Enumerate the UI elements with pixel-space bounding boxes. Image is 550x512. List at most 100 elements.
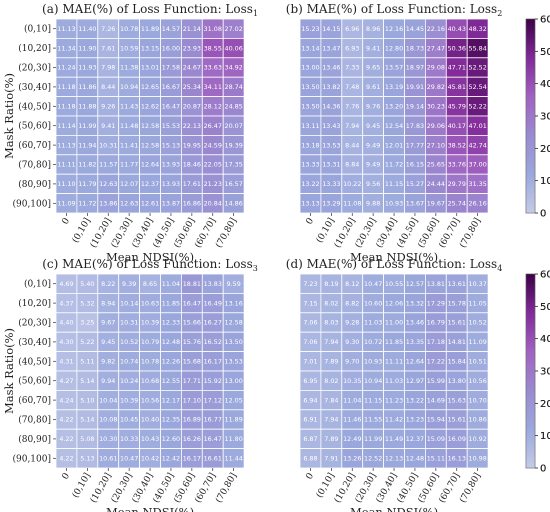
cell-label: 12.05 [225, 396, 243, 404]
cell-label: 13.11 [301, 122, 319, 130]
cell-label: 13.53 [225, 358, 243, 366]
colorbar-tick-label: 40 [540, 334, 550, 345]
cell-label: 4.31 [59, 358, 73, 366]
y-tick-label: (20,30] [18, 318, 51, 329]
cell-label: 15.92 [204, 377, 222, 385]
cell-label: 16.57 [225, 180, 243, 188]
cell-label: 11.90 [78, 44, 96, 52]
colorbar-tick-label: 30 [540, 367, 550, 378]
colorbar-tick-label: 60 [540, 15, 550, 26]
x-axis-label: Mean NDSI(%) [106, 250, 194, 264]
cell-label: 17.71 [183, 377, 201, 385]
colorbar-tick-label: 30 [540, 112, 550, 123]
cell-label: 13.50 [301, 83, 319, 91]
cell-label: 12.13 [385, 455, 403, 463]
cell-label: 9.45 [101, 338, 115, 346]
cell-label: 10.55 [385, 280, 403, 288]
cell-label: 52.22 [469, 103, 487, 111]
cell-label: 34.11 [204, 83, 222, 91]
cell-label: 10.33 [120, 435, 138, 443]
cell-label: 27.02 [225, 25, 243, 33]
cell-label: 11.41 [120, 141, 138, 149]
cell-label: 13.00 [301, 64, 319, 72]
cell-label: 13.93 [162, 180, 180, 188]
cell-label: 4.40 [59, 319, 73, 327]
cell-label: 9.49 [366, 161, 380, 169]
cell-label: 10.94 [364, 377, 382, 385]
cell-label: 37.00 [469, 161, 487, 169]
colorbar-tick-label: 20 [540, 144, 550, 155]
cell-label: 3.25 [80, 319, 94, 327]
cell-label: 28.74 [225, 83, 243, 91]
cell-label: 13.13 [301, 200, 319, 208]
cell-label: 6.95 [303, 377, 317, 385]
cell-label: 9.49 [366, 141, 380, 149]
cell-label: 12.64 [141, 161, 159, 169]
cell-label: 5.11 [80, 358, 94, 366]
cell-label: 4.22 [59, 435, 73, 443]
cell-label: 12.62 [141, 103, 159, 111]
cell-label: 10.56 [141, 396, 159, 404]
cell-label: 10.45 [120, 416, 138, 424]
cell-label: 11.93 [78, 64, 96, 72]
cell-label: 13.46 [406, 319, 424, 327]
cell-label: 55.84 [469, 44, 487, 52]
cell-label: 6.93 [345, 44, 359, 52]
colorbar-tick-label: 50 [540, 302, 550, 313]
colorbar-tick-label: 20 [540, 399, 550, 410]
cell-label: 15.84 [448, 358, 466, 366]
cell-label: 12.49 [343, 435, 361, 443]
cell-label: 10.60 [364, 299, 382, 307]
cell-label: 16.77 [204, 416, 222, 424]
cell-label: 38.52 [448, 141, 466, 149]
colorbar-tick-label: 0 [540, 209, 546, 220]
colorbar-tick-label: 50 [540, 47, 550, 58]
cell-label: 11.23 [385, 396, 403, 404]
cell-label: 9.67 [101, 319, 115, 327]
cell-label: 13.67 [406, 200, 424, 208]
cell-label: 10.43 [141, 435, 159, 443]
cell-label: 11.18 [57, 83, 75, 91]
colorbar-tick-label: 60 [540, 270, 550, 281]
cell-label: 11.57 [99, 161, 117, 169]
cell-label: 11.04 [162, 280, 180, 288]
x-tick-label: (0,10] [314, 471, 337, 500]
cell-label: 11.24 [57, 64, 75, 72]
cell-label: 29.08 [427, 64, 445, 72]
cell-label: 18.46 [183, 161, 201, 169]
cell-label: 13.50 [301, 103, 319, 111]
panel-title-subscript: 2 [497, 9, 502, 18]
cell-label: 12.80 [385, 44, 403, 52]
cell-label: 12.42 [162, 455, 180, 463]
cell-label: 8.96 [366, 25, 380, 33]
cell-label: 10.52 [469, 319, 487, 327]
cell-label: 8.82 [345, 299, 359, 307]
cell-label: 29.79 [448, 180, 466, 188]
cell-label: 11.77 [120, 161, 138, 169]
cell-label: 11.44 [225, 455, 243, 463]
cell-label: 11.49 [385, 435, 403, 443]
cell-label: 15.61 [448, 319, 466, 327]
cell-label: 16.15 [406, 161, 424, 169]
cell-label: 5.10 [80, 396, 94, 404]
cell-label: 10.31 [120, 319, 138, 327]
cell-label: 25.74 [448, 200, 466, 208]
cell-label: 48.32 [469, 25, 487, 33]
cell-label: 15.27 [406, 180, 424, 188]
cell-label: 11.48 [120, 122, 138, 130]
cell-label: 10.39 [120, 396, 138, 404]
cell-label: 15.63 [448, 396, 466, 404]
cell-label: 21.14 [183, 25, 201, 33]
cell-label: 6.96 [345, 25, 359, 33]
cell-label: 10.35 [343, 377, 361, 385]
cell-label: 10.59 [120, 44, 138, 52]
x-axis-label: Mean NDSI(%) [350, 505, 438, 512]
cell-label: 11.89 [225, 416, 243, 424]
cell-label: 4.30 [59, 338, 73, 346]
cell-label: 8.44 [345, 141, 359, 149]
colorbar-tick-label: 40 [540, 334, 550, 345]
cell-label: 4.22 [59, 416, 73, 424]
cell-label: 16.52 [204, 338, 222, 346]
